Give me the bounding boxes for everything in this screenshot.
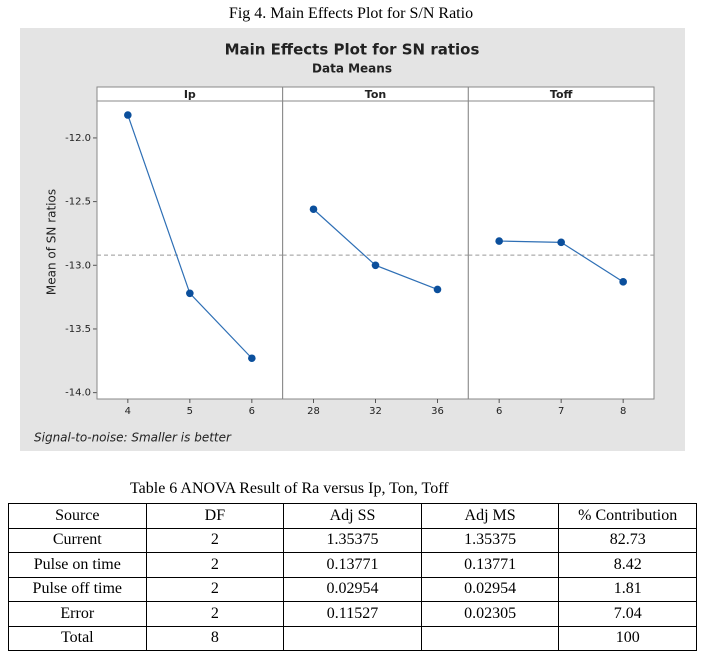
effect-point	[371, 261, 380, 270]
table-cell	[420, 625, 560, 651]
y-tick-label: -12.0	[65, 133, 91, 144]
table-cell: % Contribution	[558, 503, 697, 529]
x-tick-label: 7	[558, 406, 564, 417]
panel-label: Toff	[550, 88, 573, 101]
chart-subtitle: Data Means	[312, 62, 392, 76]
x-tick-label: 28	[307, 406, 320, 417]
table-cell: Source	[8, 503, 147, 529]
panel-label: Ton	[365, 88, 386, 101]
table-row: Error 2 0.11527 0.02305 7.04	[8, 601, 697, 627]
y-tick-label: -13.0	[65, 260, 91, 271]
effect-point	[557, 238, 565, 247]
table-row: Pulse on time 2 0.13771 0.13771 8.42	[8, 552, 697, 578]
panel	[96, 100, 284, 400]
table-cell: 2	[145, 576, 285, 602]
table-cell: 2	[145, 552, 285, 578]
effect-point	[186, 289, 194, 298]
panel	[282, 100, 469, 400]
table-cell: 1.35375	[420, 527, 560, 553]
panel-header	[467, 86, 655, 102]
figure-caption: Fig 4. Main Effects Plot for S/N Ratio	[228, 5, 474, 22]
table-cell: 8	[145, 625, 285, 651]
table-cell: 100	[558, 625, 697, 651]
table-cell: 0.13771	[283, 552, 422, 578]
table-cell: Pulse on time	[8, 552, 147, 578]
x-tick-label: 5	[187, 406, 193, 417]
y-tick-label: -13.5	[65, 324, 91, 335]
table-cell: 8.42	[558, 552, 697, 578]
table-cell: 0.02954	[420, 576, 560, 602]
table-cell: Total	[8, 625, 147, 651]
table-cell: 2	[145, 527, 285, 553]
panel	[467, 100, 655, 400]
x-tick-label: 6	[249, 406, 255, 417]
table-cell	[283, 625, 422, 651]
x-tick-label: 32	[369, 406, 382, 417]
y-tick-label: -12.5	[65, 197, 91, 208]
table-cell: 1.35375	[283, 527, 422, 553]
x-tick-label: 4	[125, 406, 131, 417]
x-tick-label: 6	[496, 406, 502, 417]
table-cell: 82.73	[558, 527, 697, 553]
table-cell: 0.11527	[283, 601, 422, 627]
table-cell: Current	[8, 527, 147, 553]
y-axis-label: Mean of SN ratios	[45, 189, 59, 295]
table-row: Pulse off time 2 0.02954 0.02954 1.81	[8, 576, 697, 602]
chart-note: Signal-to-noise: Smaller is better	[34, 431, 232, 445]
effect-point	[495, 237, 503, 245]
chart-title: Main Effects Plot for SN ratios	[225, 41, 480, 59]
x-tick-label: 36	[431, 406, 444, 417]
effect-point	[619, 278, 627, 286]
chart: Main Effects Plot for SN ratios Data Mea…	[20, 28, 685, 451]
table-cell: Pulse off time	[8, 576, 147, 602]
table-caption: Table 6 ANOVA Result of Ra versus Ip, To…	[130, 480, 449, 497]
table-cell: 2	[145, 601, 285, 627]
table-cell: DF	[145, 503, 285, 529]
table-cell: Adj SS	[283, 503, 422, 529]
table-cell: 7.04	[558, 601, 697, 627]
effect-point	[124, 111, 132, 119]
table-row: Source DF Adj SS Adj MS% Contribution	[8, 503, 697, 529]
table-row: Total 8 100	[8, 625, 697, 651]
effect-point	[248, 354, 256, 363]
table-cell: Adj MS	[420, 503, 560, 529]
panel-label: Ip	[184, 88, 196, 101]
anova-table: Source DF Adj SS Adj MS% Contribution Curren…	[8, 503, 697, 651]
effect-point	[433, 285, 442, 294]
table-row: Current 2 1.35375 1.35375 82.73	[8, 527, 697, 553]
table-cell: 0.13771	[420, 552, 560, 578]
effect-point	[309, 205, 318, 214]
table-cell: 0.02305	[420, 601, 560, 627]
y-tick-label: -14.0	[65, 388, 91, 399]
table-cell: Error	[8, 601, 147, 627]
x-tick-label: 8	[620, 406, 626, 417]
table-cell: 1.81	[558, 576, 697, 602]
table-cell: 0.02954	[283, 576, 422, 602]
